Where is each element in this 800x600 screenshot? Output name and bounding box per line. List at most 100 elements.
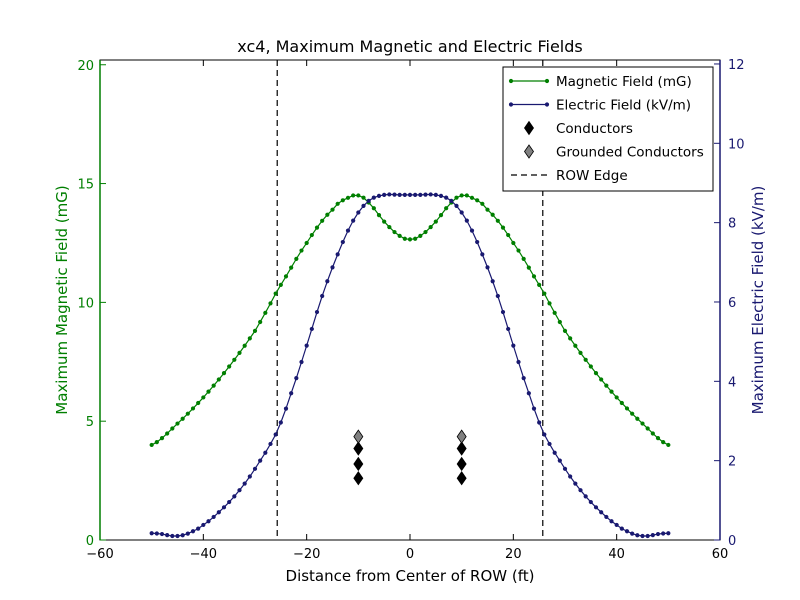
magnetic-field-point — [480, 201, 485, 206]
magnetic-field-point — [232, 357, 237, 362]
electric-field-point — [423, 192, 428, 197]
electric-field-point — [289, 391, 294, 396]
electric-field-point — [258, 458, 263, 463]
legend-label: Grounded Conductors — [556, 145, 704, 161]
electric-field-point — [480, 252, 485, 257]
y-left-tick-label: 15 — [77, 178, 94, 193]
electric-field-point — [444, 195, 449, 200]
legend-swatch-point — [508, 78, 514, 84]
magnetic-field-point — [325, 212, 330, 217]
y-right-tick-label: 6 — [728, 296, 736, 311]
electric-field-point — [397, 192, 402, 197]
magnetic-field-point — [283, 274, 289, 279]
legend-label: Magnetic Field (mG) — [556, 74, 692, 90]
magnetic-field-point — [371, 206, 376, 211]
magnetic-field-point — [185, 411, 190, 416]
electric-field-point — [376, 193, 382, 198]
electric-field-point — [263, 450, 268, 455]
magnetic-field-point — [640, 421, 645, 426]
magnetic-field-point — [247, 336, 252, 341]
magnetic-field-point — [263, 310, 268, 315]
electric-field-point — [475, 239, 480, 245]
magnetic-field-point — [221, 370, 227, 376]
electric-field-point — [159, 531, 165, 537]
y-left-tick-label: 10 — [77, 296, 94, 311]
electric-field-point — [216, 510, 221, 515]
magnetic-field-point — [387, 224, 392, 230]
magnetic-field-point — [309, 232, 314, 238]
electric-field-point — [506, 326, 511, 332]
magnetic-field-point — [273, 291, 278, 296]
magnetic-field-point — [619, 400, 624, 406]
electric-field-point — [201, 522, 206, 528]
electric-field-point — [237, 488, 242, 493]
electric-field-point — [645, 533, 650, 539]
magnetic-field-point — [475, 198, 480, 203]
magnetic-field-point — [407, 237, 413, 242]
electric-field-point — [314, 309, 320, 315]
electric-field-point — [624, 529, 630, 534]
legend-label: ROW Edge — [556, 168, 628, 184]
electric-field-point — [449, 198, 454, 203]
electric-field-point — [170, 533, 175, 539]
magnetic-field-point — [335, 201, 340, 206]
electric-field-point — [521, 376, 526, 381]
magnetic-field-point — [506, 232, 511, 238]
magnetic-field-point — [547, 301, 552, 306]
magnetic-field-point — [356, 193, 361, 198]
electric-field-point — [552, 450, 557, 455]
legend-swatch-conductor — [524, 120, 534, 136]
electric-field-point — [252, 466, 258, 471]
y-right-tick-label: 4 — [728, 375, 736, 390]
magnetic-field-point — [361, 195, 366, 200]
magnetic-field-point — [242, 343, 247, 348]
electric-field-point — [382, 192, 387, 197]
electric-field-point — [232, 494, 237, 499]
x-tick-label: 60 — [712, 547, 729, 562]
magnetic-field-point — [573, 343, 578, 348]
magnetic-field-point — [392, 229, 397, 235]
electric-field-point — [340, 239, 345, 245]
electric-field-point — [583, 494, 588, 499]
y-left-tick-label: 20 — [77, 59, 94, 74]
electric-field-point — [531, 406, 537, 411]
electric-field-point — [547, 441, 552, 447]
electric-field-point — [609, 519, 614, 524]
conductor-marker — [353, 456, 364, 472]
electric-field-point — [227, 499, 232, 505]
magnetic-field-point — [159, 436, 165, 441]
electric-field-point — [650, 533, 655, 538]
magnetic-field-point — [216, 377, 221, 382]
y-left-axis-title: Maximum Magnetic Field (mG) — [53, 185, 71, 414]
magnetic-field-point — [345, 195, 351, 200]
magnetic-field-point — [521, 256, 526, 261]
y-right-tick-label: 12 — [728, 58, 745, 73]
electric-field-point — [211, 514, 216, 520]
magnetic-field-point — [614, 395, 619, 400]
magnetic-field-point — [237, 350, 242, 355]
electric-field-point — [630, 531, 635, 536]
legend-box — [502, 66, 714, 192]
magnetic-field-point — [330, 207, 335, 212]
electric-field-point — [402, 192, 407, 197]
magnetic-field-point — [485, 207, 490, 212]
y-left-tick-label: 0 — [86, 534, 94, 549]
magnetic-field-point — [258, 319, 263, 325]
electric-field-point — [221, 505, 227, 510]
magnetic-field-point — [397, 233, 402, 238]
electric-field-point — [304, 343, 309, 348]
y-right-axis-title: Maximum Electric Field (kV/m) — [749, 186, 767, 415]
magnetic-field-point — [201, 395, 206, 400]
electric-field-point — [454, 203, 459, 208]
magnetic-field-point — [511, 240, 516, 246]
magnetic-field-point — [413, 236, 418, 241]
magnetic-field-point — [175, 421, 180, 426]
magnetic-field-point — [464, 193, 469, 198]
magnetic-field-point — [268, 301, 273, 306]
grounded-conductor-marker — [456, 429, 467, 444]
electric-field-point — [278, 420, 283, 425]
electric-field-point — [469, 228, 475, 233]
magnetic-field-point — [433, 219, 438, 224]
magnetic-field-point — [609, 389, 614, 394]
conductor-marker — [456, 441, 467, 456]
